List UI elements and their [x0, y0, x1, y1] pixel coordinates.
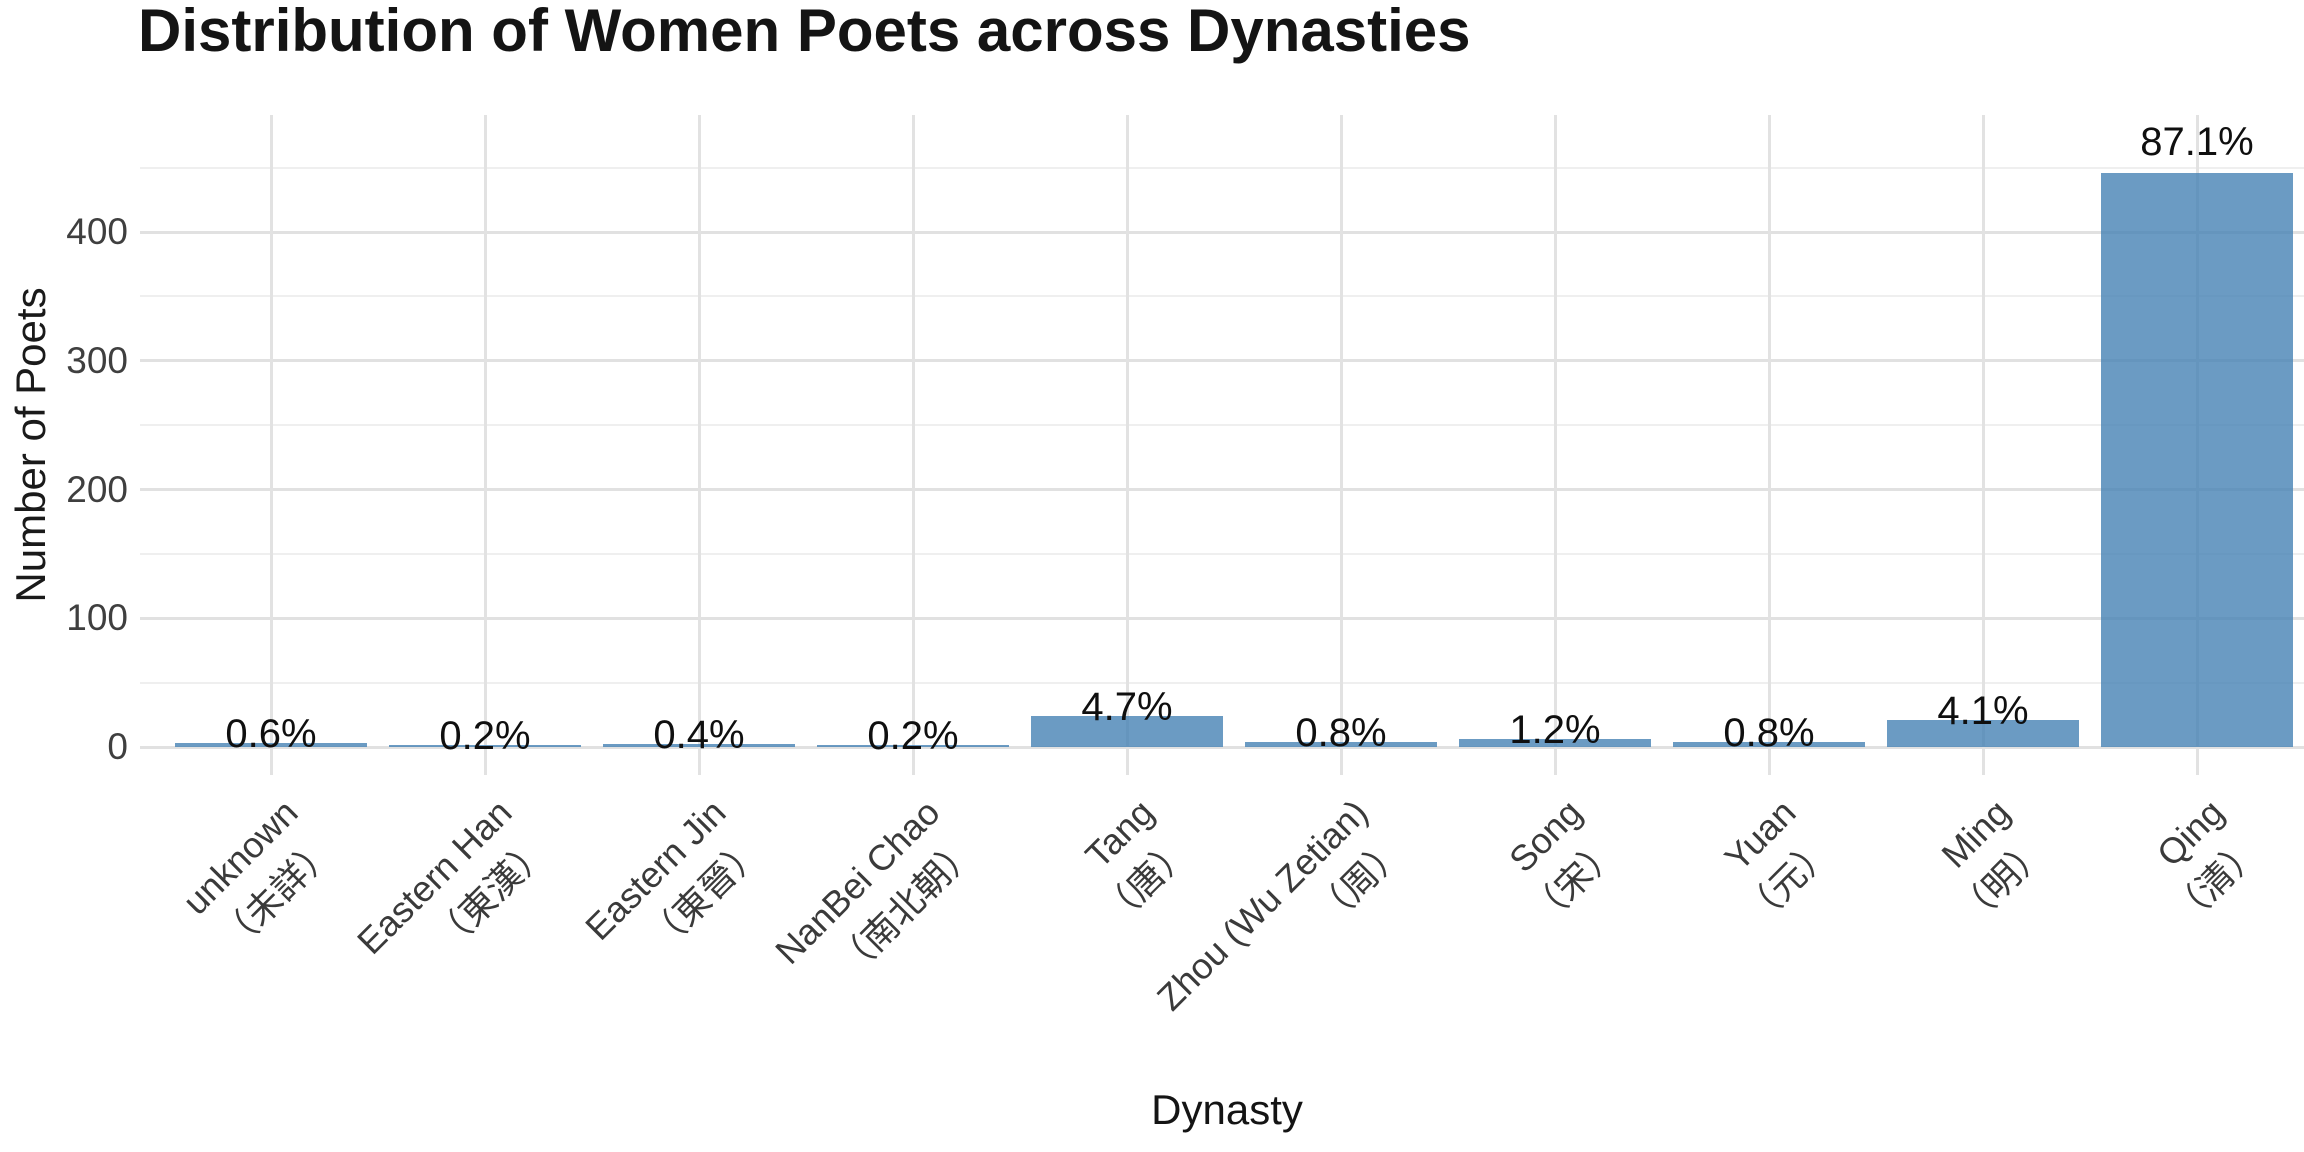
percent-label-ming: 4.1%	[1937, 689, 2029, 733]
x-tick-label-song: Song （宋）	[1481, 788, 1631, 938]
gridline-minor-y450	[140, 166, 2304, 169]
bar-eastern-han	[389, 745, 581, 747]
percent-label-zhou-wu-zetian: 0.8%	[1295, 711, 1387, 755]
bar-qing	[2101, 173, 2293, 747]
percent-label-tang: 4.7%	[1081, 685, 1173, 729]
x-tick-label-qing: Qing （清）	[2123, 788, 2273, 938]
gridline-major-y400	[140, 230, 2304, 234]
y-tick-label-200: 200	[66, 468, 128, 510]
x-tick-label-yuan: Yuan （元）	[1695, 788, 1845, 938]
gridline-vertical-zhou-wu-zetian	[1339, 115, 1343, 775]
chart-title: Distribution of Women Poets across Dynas…	[138, 0, 1471, 64]
x-axis-title: Dynasty	[1151, 1086, 1303, 1133]
y-tick-label-400: 400	[66, 211, 128, 252]
percent-label-unknown: 0.6%	[225, 712, 317, 756]
x-tick-label-eastern-jin: Eastern Jin （東晉）	[574, 788, 775, 989]
bar-unknown	[175, 743, 367, 747]
gridline-major-y200	[140, 488, 2304, 491]
bar-tang	[1031, 716, 1223, 747]
gridline-vertical-eastern-han	[483, 115, 487, 775]
x-tick-label-unknown: unknown （未詳）	[171, 788, 347, 964]
bar-eastern-jin	[603, 744, 795, 747]
gridline-minor-y50	[140, 681, 2304, 684]
x-tick-label-ming: Ming （明）	[1909, 788, 2059, 938]
percent-label-eastern-han: 0.2%	[439, 714, 531, 758]
y-axis-title: Number of Poets	[7, 287, 54, 603]
gridline-vertical-unknown	[269, 115, 273, 775]
gridline-major-y0	[140, 745, 2304, 749]
bar-zhou-wu-zetian	[1245, 742, 1437, 747]
gridline-vertical-eastern-jin	[697, 115, 701, 775]
gridline-vertical-song	[1553, 115, 1557, 775]
gridline-vertical-yuan	[1767, 115, 1771, 775]
x-tick-label-nanbei-chao: NanBei Chao （南北朝）	[764, 788, 989, 1013]
bar-nanbei-chao	[817, 745, 1009, 747]
gridline-minor-y350	[140, 295, 2304, 298]
gridline-major-y100	[140, 616, 2304, 620]
gridline-major-y300	[140, 359, 2304, 363]
x-tick-label-eastern-han: Eastern Han （東漢）	[346, 788, 561, 1003]
percent-label-yuan: 0.8%	[1723, 711, 1815, 755]
y-tick-label-100: 100	[66, 597, 128, 639]
bar-ming	[1887, 720, 2079, 747]
y-tick-label-300: 300	[66, 339, 128, 381]
percent-label-nanbei-chao: 0.2%	[867, 714, 959, 758]
x-tick-label-tang: Tang （唐）	[1053, 788, 1203, 938]
bar-yuan	[1673, 742, 1865, 747]
y-tick-label-0: 0	[107, 726, 128, 767]
gridline-minor-y250	[140, 424, 2304, 427]
percent-label-eastern-jin: 0.4%	[653, 713, 745, 757]
gridline-minor-y150	[140, 552, 2304, 555]
gridline-vertical-tang	[1125, 115, 1129, 775]
bar-song	[1459, 739, 1651, 747]
gridline-vertical-nanbei-chao	[911, 115, 915, 775]
x-tick-label-zhou-wu-zetian: Zhou (Wu Zetian) （周）	[1145, 788, 1416, 1059]
percent-label-song: 1.2%	[1509, 708, 1601, 752]
gridline-vertical-ming	[1981, 115, 1985, 775]
percent-label-qing: 87.1%	[2140, 120, 2254, 164]
